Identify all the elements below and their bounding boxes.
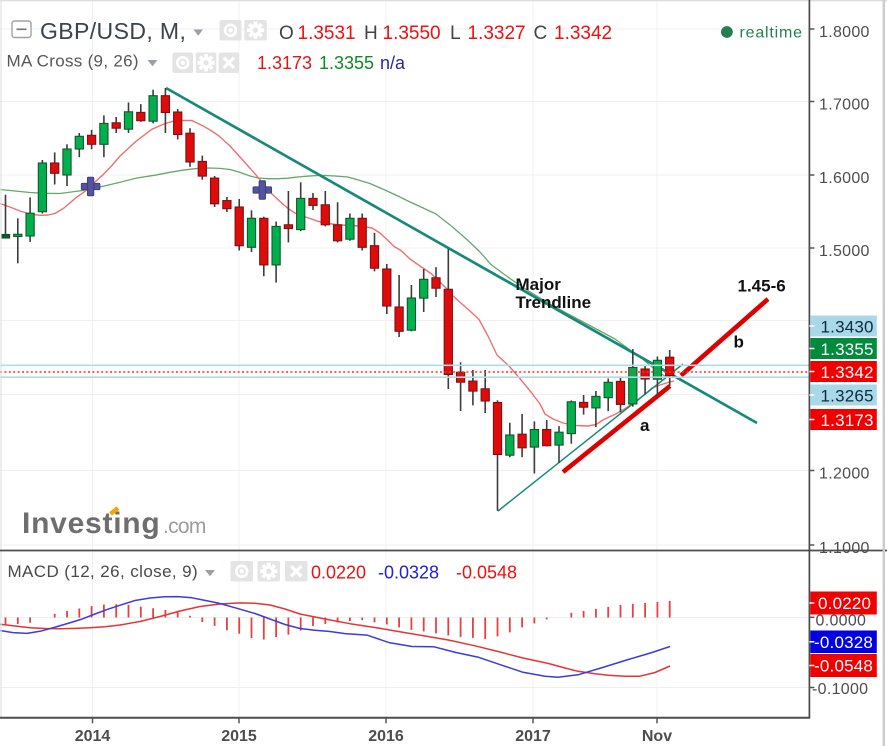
svg-text:1.3265: 1.3265 bbox=[821, 386, 874, 405]
svg-text:-0.0328: -0.0328 bbox=[814, 633, 873, 652]
svg-text:1.8000: 1.8000 bbox=[819, 24, 870, 41]
svg-text:1.3430: 1.3430 bbox=[821, 317, 874, 336]
svg-text:MACD (12, 26, close, 9): MACD (12, 26, close, 9) bbox=[8, 562, 199, 581]
svg-text:MA Cross (9, 26): MA Cross (9, 26) bbox=[7, 52, 139, 71]
svg-text:0.0220: 0.0220 bbox=[818, 594, 871, 613]
svg-text:1.3355: 1.3355 bbox=[821, 340, 874, 359]
svg-text:1.45-6: 1.45-6 bbox=[738, 277, 786, 296]
svg-text:Major: Major bbox=[516, 275, 562, 294]
svg-text:GBP/USD, M,: GBP/USD, M, bbox=[40, 18, 186, 44]
svg-text:.com: .com bbox=[163, 515, 206, 538]
svg-text:2017: 2017 bbox=[515, 728, 551, 745]
svg-text:realtime: realtime bbox=[740, 25, 803, 42]
svg-text:b: b bbox=[734, 333, 744, 352]
svg-text:1.2000: 1.2000 bbox=[819, 466, 870, 483]
svg-text:a: a bbox=[640, 416, 650, 435]
svg-text:1.5000: 1.5000 bbox=[819, 243, 870, 260]
svg-text:1.6000: 1.6000 bbox=[819, 170, 870, 187]
svg-text:Nov: Nov bbox=[642, 728, 672, 745]
svg-text:1.3173: 1.3173 bbox=[821, 411, 874, 430]
svg-text:C: C bbox=[534, 23, 548, 44]
svg-text:0.0220: 0.0220 bbox=[311, 563, 366, 583]
svg-text:Investing: Investing bbox=[22, 507, 160, 540]
svg-text:1.3327: 1.3327 bbox=[468, 23, 526, 44]
svg-text:L: L bbox=[450, 23, 461, 44]
svg-text:1.3531: 1.3531 bbox=[298, 23, 356, 44]
svg-text:-0.0328: -0.0328 bbox=[378, 563, 439, 583]
svg-text:-0.1000: -0.1000 bbox=[812, 681, 868, 698]
svg-text:H: H bbox=[364, 23, 378, 44]
svg-text:O: O bbox=[279, 23, 294, 44]
svg-text:1.3550: 1.3550 bbox=[383, 23, 441, 44]
svg-text:1.3173: 1.3173 bbox=[257, 53, 312, 73]
svg-text:1.3342: 1.3342 bbox=[821, 363, 874, 382]
svg-text:1.7000: 1.7000 bbox=[819, 97, 870, 114]
svg-text:2014: 2014 bbox=[75, 728, 111, 745]
svg-text:1.3355: 1.3355 bbox=[319, 53, 374, 73]
svg-text:n/a: n/a bbox=[380, 53, 406, 73]
svg-text:1.1000: 1.1000 bbox=[819, 540, 870, 557]
svg-text:2016: 2016 bbox=[368, 728, 404, 745]
svg-text:1.3342: 1.3342 bbox=[554, 23, 612, 44]
svg-text:2015: 2015 bbox=[221, 728, 257, 745]
svg-text:0.0000: 0.0000 bbox=[816, 612, 867, 629]
svg-text:-0.0548: -0.0548 bbox=[456, 563, 517, 583]
svg-text:Trendline: Trendline bbox=[516, 293, 592, 312]
svg-text:-0.0548: -0.0548 bbox=[814, 657, 873, 676]
